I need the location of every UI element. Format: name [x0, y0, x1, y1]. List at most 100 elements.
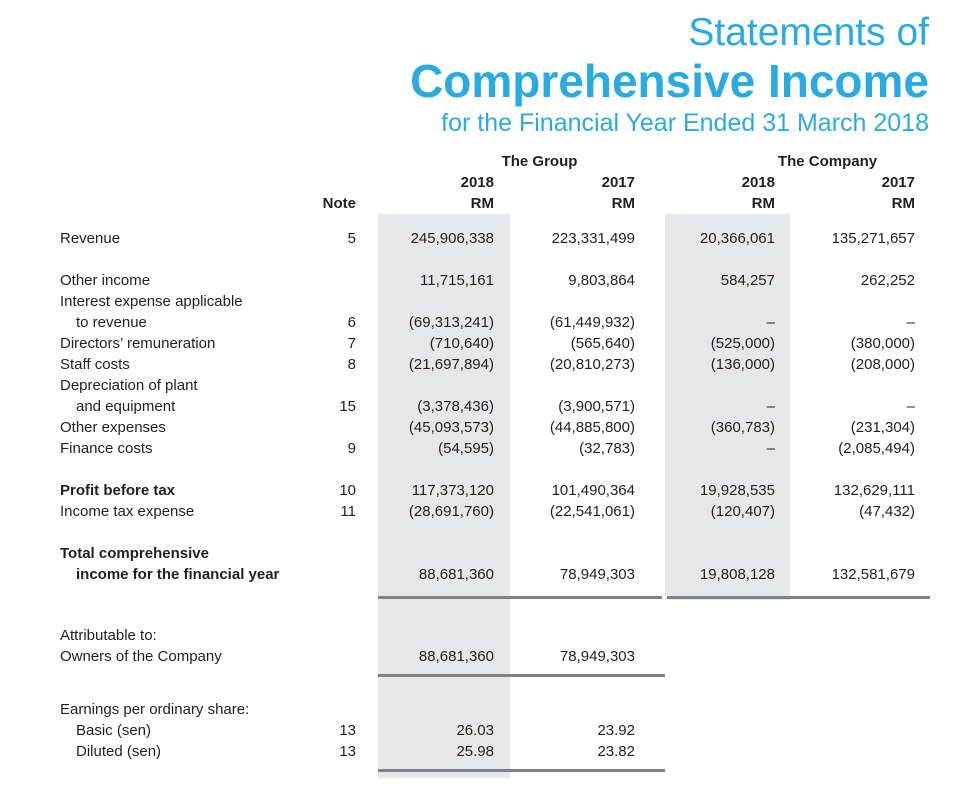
col-header-company-2017: 2017 [881, 174, 915, 191]
group-2018-cell: (45,093,573) [408, 419, 494, 436]
company-2018-cell: (120,407) [710, 503, 775, 520]
owners-rule-row [60, 667, 930, 677]
income-statement-table: The Group The Company 2018 2017 2018 201… [60, 150, 930, 778]
row-label: to revenue [76, 314, 147, 331]
note-cell: 13 [339, 743, 356, 760]
col-header-rm-group-2018: RM [470, 195, 494, 212]
note-cell: 13 [339, 722, 356, 739]
table-row-total-comprehensive-line2: income for the financial year 88,681,360… [60, 564, 930, 585]
table-row-interest-expense-line1: Interest expense applicable [60, 291, 930, 312]
group-2017-cell: (32,783) [579, 440, 635, 457]
table-row-eps-header: Earnings per ordinary share: [60, 699, 930, 720]
company-2017-cell: (47,432) [859, 503, 915, 520]
row-label: Owners of the Company [60, 648, 222, 665]
row-label: and equipment [76, 398, 176, 415]
row-label: Diluted (sen) [76, 743, 162, 760]
group-2017-cell: (20,810,273) [549, 356, 635, 373]
table-row-owners-of-company: Owners of the Company 88,681,360 78,949,… [60, 646, 930, 667]
company-2017-cell: 262,252 [860, 272, 915, 289]
table-row-revenue: Revenue 5 245,906,338 223,331,499 20,366… [60, 228, 930, 249]
table-header-groups: The Group The Company [60, 150, 930, 172]
note-cell: 15 [339, 398, 356, 415]
company-2018-cell: 19,808,128 [699, 566, 775, 583]
table-row-finance-costs: Finance costs 9 (54,595) (32,783) – (2,0… [60, 438, 930, 459]
company-2018-cell: – [766, 398, 775, 415]
title-period: for the Financial Year Ended 31 March 20… [441, 109, 929, 137]
group-2017-cell: 23.92 [597, 722, 635, 739]
col-header-company-2018: 2018 [741, 174, 775, 191]
company-2017-cell: (231,304) [850, 419, 915, 436]
group-2017-cell: 78,949,303 [559, 566, 635, 583]
row-label: Other expenses [60, 419, 166, 436]
row-label: Total comprehensive [60, 545, 209, 562]
company-2018-column-shade [665, 214, 790, 600]
table-row-income-tax-expense: Income tax expense 11 (28,691,760) (22,5… [60, 501, 930, 522]
note-cell: 10 [339, 482, 356, 499]
company-2018-cell: (360,783) [710, 419, 775, 436]
group-2018-cell: (28,691,760) [408, 503, 494, 520]
company-2017-cell: (380,000) [850, 335, 915, 352]
title-comprehensive-income: Comprehensive Income [410, 55, 929, 107]
group-2017-cell: 223,331,499 [551, 230, 635, 247]
company-2018-cell: 20,366,061 [699, 230, 775, 247]
group-2017-cell: (3,900,571) [558, 398, 635, 415]
table-row-total-comprehensive-line1: Total comprehensive [60, 543, 930, 564]
col-header-company: The Company [777, 152, 878, 170]
total-rule-company [667, 596, 930, 599]
company-2017-cell: 132,581,679 [831, 566, 915, 583]
group-2017-cell: 9,803,864 [568, 272, 635, 289]
eps-rule-group [378, 769, 665, 772]
col-header-rm-company-2017: RM [891, 195, 915, 212]
company-2018-cell: 584,257 [720, 272, 775, 289]
note-cell: 9 [347, 440, 356, 457]
group-2018-cell: (3,378,436) [417, 398, 494, 415]
note-cell: 8 [347, 356, 356, 373]
table-row-interest-expense-line2: to revenue 6 (69,313,241) (61,449,932) –… [60, 312, 930, 333]
row-label: Directors’ remuneration [60, 335, 216, 352]
company-2017-cell: (208,000) [850, 356, 915, 373]
table-row-profit-before-tax: Profit before tax 10 117,373,120 101,490… [60, 480, 930, 501]
row-label: Interest expense applicable [60, 293, 243, 310]
table-row-depreciation-line1: Depreciation of plant [60, 375, 930, 396]
table-header-units: Note RM RM RM RM [60, 193, 930, 214]
col-header-group-2018: 2018 [460, 174, 494, 191]
group-2018-cell: 88,681,360 [418, 566, 494, 583]
group-2017-cell: 101,490,364 [551, 482, 635, 499]
note-cell: 5 [347, 230, 356, 247]
group-2017-cell: (61,449,932) [549, 314, 635, 331]
owners-rule-group [378, 674, 665, 677]
table-row-directors-remuneration: Directors’ remuneration 7 (710,640) (565… [60, 333, 930, 354]
company-2017-cell: 132,629,111 [833, 482, 915, 499]
row-label: Staff costs [60, 356, 130, 373]
total-rule-row [60, 585, 930, 599]
table-row-depreciation-line2: and equipment 15 (3,378,436) (3,900,571)… [60, 396, 930, 417]
col-header-group: The Group [501, 152, 578, 170]
col-header-rm-company-2018: RM [751, 195, 775, 212]
group-2017-cell: (22,541,061) [549, 503, 635, 520]
group-2018-cell: 11,715,161 [420, 272, 494, 289]
note-cell: 11 [340, 503, 356, 520]
row-label: Profit before tax [60, 482, 176, 499]
table-row-other-expenses: Other expenses (45,093,573) (44,885,800)… [60, 417, 930, 438]
col-header-note: Note [322, 195, 356, 212]
row-label: Basic (sen) [76, 722, 152, 739]
group-2018-cell: 117,373,120 [411, 482, 494, 499]
company-2018-cell: (525,000) [710, 335, 775, 352]
company-2017-cell: – [906, 314, 915, 331]
row-label: Income tax expense [60, 503, 195, 520]
group-2017-cell: 23.82 [597, 743, 635, 760]
row-label: Other income [60, 272, 151, 289]
row-label: Finance costs [60, 440, 153, 457]
company-2018-cell: (136,000) [710, 356, 775, 373]
group-2018-cell: (21,697,894) [408, 356, 494, 373]
company-2017-cell: (2,085,494) [838, 440, 915, 457]
note-cell: 6 [347, 314, 356, 331]
group-2018-cell: (710,640) [429, 335, 494, 352]
page-title: Statements of Comprehensive Income for t… [410, 10, 929, 140]
company-2017-cell: 135,271,657 [831, 230, 915, 247]
company-2018-cell: – [766, 440, 775, 457]
note-cell: 7 [347, 335, 356, 352]
table-row-eps-diluted: Diluted (sen) 13 25.98 23.82 [60, 741, 930, 762]
table-row-attributable-to: Attributable to: [60, 625, 930, 646]
